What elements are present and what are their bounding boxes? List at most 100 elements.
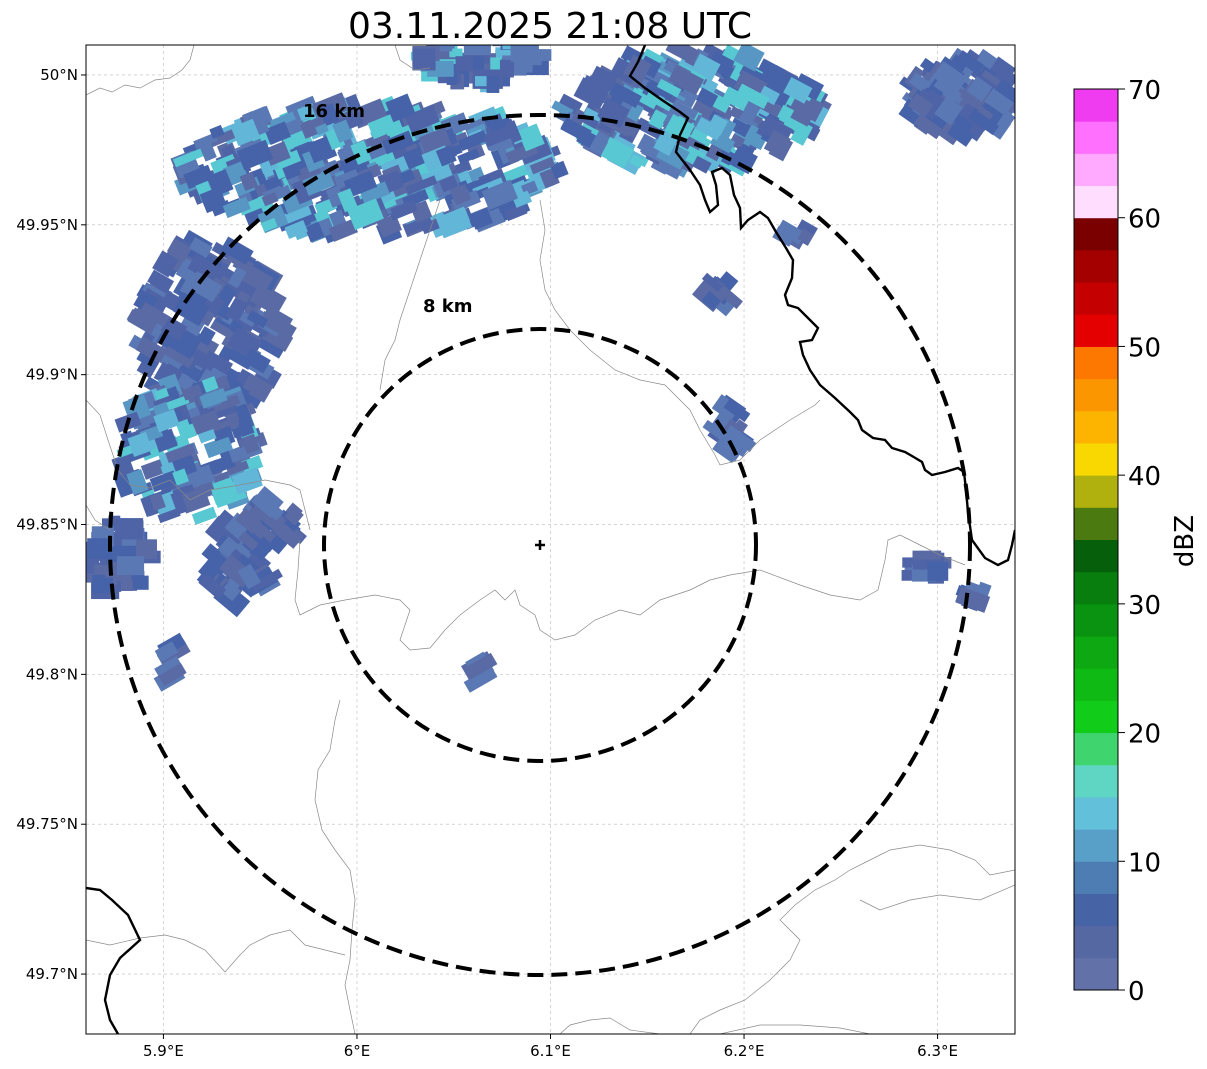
colorbar-band (1074, 829, 1118, 862)
echo-cell (404, 104, 440, 133)
echo-cell (439, 175, 459, 193)
echo-cell (458, 130, 489, 152)
colorbar-band (1074, 217, 1118, 251)
echo-cell (164, 395, 190, 412)
echo-cell (724, 425, 757, 453)
map-title: 03.11.2025 21:08 UTC (348, 6, 752, 47)
colorbar: 0 10 20 30 40 50 60 70 dBZ (1073, 76, 1200, 1007)
echo-cell (763, 129, 791, 158)
echo-cell (405, 175, 438, 195)
y-tick-label: 49.7°N (26, 965, 78, 983)
colorbar-band (1074, 475, 1118, 508)
echo-cell (222, 196, 251, 219)
echo-cell (231, 467, 263, 495)
echo-cell (187, 271, 223, 303)
echo-cell (259, 305, 294, 337)
echo-cell (337, 188, 358, 213)
echo-cell (160, 315, 188, 342)
colorbar-tick-label: 30 (1128, 591, 1161, 621)
echo-cell (197, 136, 217, 162)
echo-cell (333, 169, 361, 189)
colorbar-frame (1073, 88, 1119, 991)
colorbar-band (1074, 89, 1118, 122)
colorbar-bands (1074, 89, 1118, 991)
echo-cell (438, 45, 450, 62)
y-tick-label: 49.9°N (26, 366, 78, 384)
echo-cell (551, 100, 574, 118)
range-rings (108, 113, 972, 977)
echo-cell (597, 97, 630, 129)
echo-cell (127, 307, 159, 335)
echo-cell (956, 50, 985, 75)
echo-cell (343, 170, 378, 198)
echo-cell (243, 348, 271, 374)
echo-cell (790, 120, 813, 146)
echo-cell (435, 145, 457, 167)
echo-cell (191, 506, 218, 525)
echo-cell (205, 128, 239, 149)
echo-cell (92, 574, 106, 592)
echo-cell (510, 45, 539, 62)
colorbar-band (1074, 668, 1118, 701)
echo-cell (907, 93, 934, 118)
y-tick-label: 49.85°N (16, 516, 78, 534)
echo-cell (238, 531, 259, 551)
colorbar-tick-label: 10 (1128, 848, 1161, 878)
colorbar-band (1074, 571, 1118, 605)
echo-cell (475, 76, 489, 87)
echo-cell (153, 408, 180, 433)
echo-cell (241, 433, 260, 455)
colorbar-band (1074, 764, 1118, 798)
x-tick-label: 6.1°E (530, 1042, 571, 1060)
range-ring-16km (108, 113, 972, 977)
echo-cell (198, 555, 225, 582)
echo-cell (209, 124, 225, 139)
echo-cell (609, 82, 642, 109)
echo-cell (664, 114, 695, 142)
echo-cell (261, 499, 285, 522)
colorbar-ticks: 0 10 20 30 40 50 60 70 (1118, 76, 1161, 1007)
echo-cell (284, 220, 308, 240)
echo-cell (955, 586, 991, 613)
echo-cell (359, 180, 391, 205)
colorbar-band (1074, 442, 1118, 476)
colorbar-label: dBZ (1170, 515, 1200, 567)
echo-cell (200, 351, 219, 372)
reflectivity-echoes (86, 45, 1015, 693)
echo-cell (708, 51, 735, 75)
colorbar-band (1074, 636, 1118, 669)
map-panel[interactable]: 16 km 8 km (78, 29, 1027, 1035)
echo-cell (512, 190, 532, 208)
echo-cell (237, 513, 267, 540)
echo-cell (135, 539, 157, 559)
echo-cell (758, 85, 780, 106)
echo-cell (388, 168, 425, 198)
colorbar-band (1074, 796, 1118, 830)
echo-cell (188, 237, 213, 259)
echo-cell (267, 111, 296, 130)
echo-cell (157, 508, 181, 524)
echo-cell (797, 228, 814, 245)
echo-cell (239, 171, 258, 192)
echo-cell (246, 310, 269, 329)
echo-cell (435, 45, 453, 52)
echo-cell (307, 137, 337, 164)
echo-cell (701, 291, 721, 310)
echo-cell (253, 329, 288, 359)
colorbar-band (1074, 410, 1118, 444)
echo-cell (165, 443, 196, 464)
echo-cell (777, 104, 795, 123)
echo-cell (139, 302, 170, 327)
echo-cell (469, 207, 494, 230)
echo-cell (199, 387, 228, 409)
echo-cell (272, 518, 305, 549)
echo-cell (210, 394, 241, 414)
echo-cell (486, 75, 500, 93)
echo-cell (187, 253, 222, 284)
echo-cell (131, 570, 145, 581)
colorbar-band (1074, 603, 1118, 637)
echo-cell (702, 419, 726, 441)
y-tick-label: 49.95°N (16, 216, 78, 234)
colorbar-tick-label: 20 (1128, 720, 1161, 750)
colorbar-band (1074, 378, 1118, 412)
